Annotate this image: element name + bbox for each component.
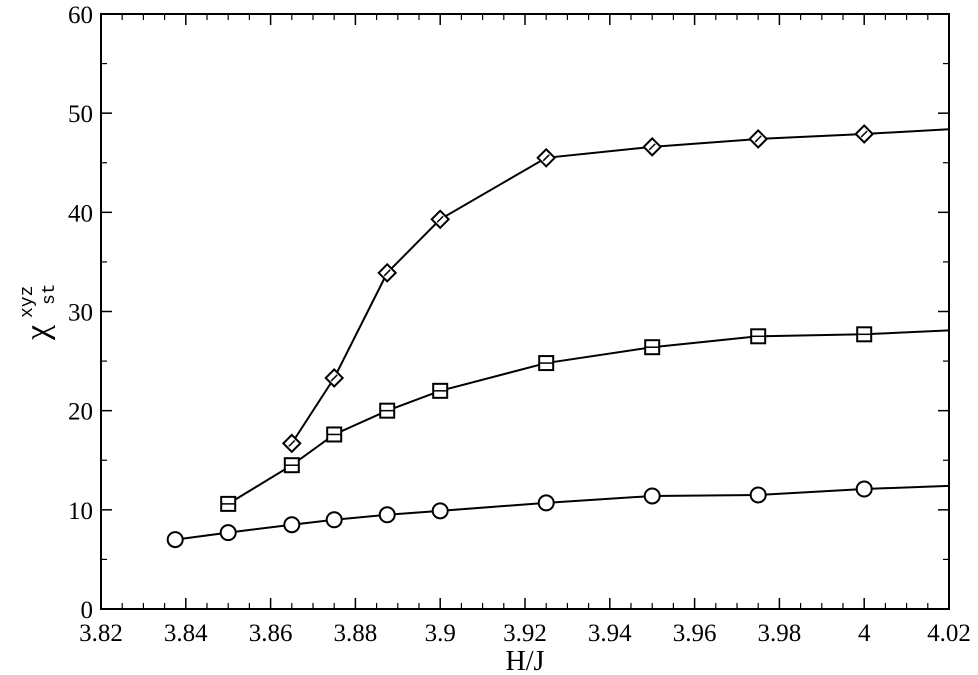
x-tick-label: 3.92 (503, 620, 547, 647)
y-tick-label: 50 (68, 101, 93, 128)
diamond-marker (854, 124, 875, 144)
x-tick-label: 3.96 (673, 620, 717, 647)
y-tick-label: 20 (68, 399, 93, 426)
square-marker (644, 339, 661, 356)
x-tick-label: 3.9 (425, 620, 456, 647)
y-tick-label: 30 (68, 300, 93, 327)
y-tick-label: 10 (68, 498, 93, 525)
x-tick-label: 4.02 (927, 620, 971, 647)
y-axis-title-main: χ (19, 325, 56, 341)
square-marker (856, 326, 873, 343)
series-layer (175, 128, 949, 541)
square-marker (326, 426, 343, 443)
circle-marker (855, 480, 873, 498)
plot-frame (100, 13, 950, 610)
diamond-marker (748, 129, 769, 149)
circle-marker (643, 487, 661, 505)
circle-marker (166, 531, 184, 549)
diamond-marker (324, 368, 345, 388)
circle-marker (325, 511, 343, 529)
y-axis-title-superscript: xyz (18, 286, 38, 318)
diamond-marker (430, 209, 451, 230)
circle-marker (431, 502, 449, 520)
x-tick-label: 3.94 (588, 620, 632, 647)
x-tick-label: 3.82 (79, 620, 123, 647)
x-tick-label: 3.98 (758, 620, 802, 647)
marker-layer (166, 124, 875, 549)
x-axis-title: H/J (506, 646, 545, 675)
diamond-marker (642, 136, 663, 157)
x-tick-label: 3.88 (334, 620, 378, 647)
square-marker (379, 402, 396, 419)
series-line-diamond (290, 128, 949, 444)
square-marker (220, 495, 237, 512)
square-marker (432, 382, 449, 399)
y-axis-title: χ xyz st (3, 277, 60, 341)
x-tick-label: 4 (858, 620, 871, 647)
y-axis-ticks: 0 10 20 30 40 50 60 (68, 2, 949, 624)
diamond-marker (281, 433, 302, 454)
square-marker (750, 328, 767, 345)
circle-marker (219, 524, 237, 542)
diamond-marker (536, 147, 557, 168)
square-marker (283, 457, 300, 474)
y-axis-title-subscript: st (40, 283, 60, 305)
diamond-marker (377, 262, 398, 283)
y-tick-label: 40 (68, 200, 93, 227)
circle-marker (378, 506, 396, 524)
x-tick-label: 3.86 (249, 620, 293, 647)
y-tick-label: 60 (68, 2, 93, 29)
circle-marker (283, 516, 301, 534)
circle-marker (749, 486, 767, 504)
svg-text:χ xyz st: χ xyz st (3, 277, 60, 341)
series-line-square (227, 329, 949, 505)
x-axis-ticks: 3.82 3.84 3.86 3.88 3.9 3.92 3.94 3.96 3.98 4 4.02 (79, 14, 971, 647)
y-tick-label: 0 (81, 597, 94, 624)
x-tick-label: 3.84 (164, 620, 208, 647)
square-marker (538, 355, 555, 372)
circle-marker (537, 494, 555, 512)
